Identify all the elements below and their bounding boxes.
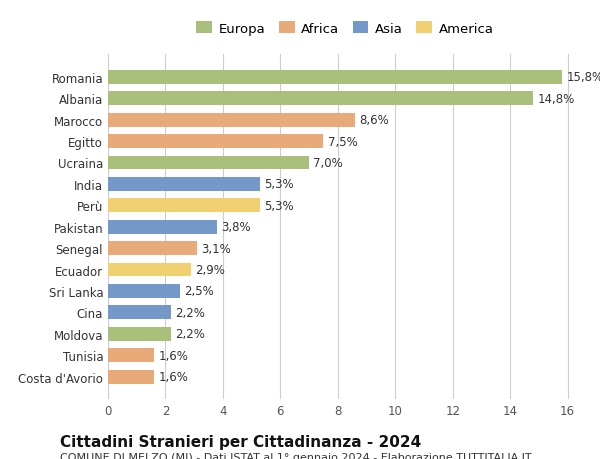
Bar	[108, 135, 323, 149]
Text: 15,8%: 15,8%	[566, 71, 600, 84]
Bar	[108, 241, 197, 256]
Text: 2,9%: 2,9%	[196, 263, 226, 276]
Bar	[108, 370, 154, 384]
Bar	[108, 263, 191, 277]
Text: 5,3%: 5,3%	[265, 178, 294, 191]
Bar	[108, 220, 217, 234]
Bar	[108, 92, 533, 106]
Text: 3,8%: 3,8%	[221, 221, 251, 234]
Bar	[108, 113, 355, 127]
Text: 1,6%: 1,6%	[158, 349, 188, 362]
Text: 1,6%: 1,6%	[158, 370, 188, 383]
Text: COMUNE DI MELZO (MI) - Dati ISTAT al 1° gennaio 2024 - Elaborazione TUTTITALIA.I: COMUNE DI MELZO (MI) - Dati ISTAT al 1° …	[60, 452, 532, 459]
Bar	[108, 156, 309, 170]
Text: 5,3%: 5,3%	[265, 199, 294, 213]
Text: 3,1%: 3,1%	[202, 242, 231, 255]
Legend: Europa, Africa, Asia, America: Europa, Africa, Asia, America	[191, 17, 499, 41]
Text: Cittadini Stranieri per Cittadinanza - 2024: Cittadini Stranieri per Cittadinanza - 2…	[60, 434, 421, 449]
Text: 8,6%: 8,6%	[359, 114, 389, 127]
Bar	[108, 71, 562, 84]
Bar	[108, 199, 260, 213]
Bar	[108, 284, 180, 298]
Text: 14,8%: 14,8%	[538, 93, 575, 106]
Text: 7,0%: 7,0%	[313, 157, 343, 170]
Bar	[108, 348, 154, 362]
Bar	[108, 178, 260, 191]
Text: 2,2%: 2,2%	[176, 328, 205, 341]
Text: 7,5%: 7,5%	[328, 135, 358, 148]
Text: 2,2%: 2,2%	[176, 306, 205, 319]
Bar	[108, 327, 171, 341]
Bar	[108, 306, 171, 319]
Text: 2,5%: 2,5%	[184, 285, 214, 298]
